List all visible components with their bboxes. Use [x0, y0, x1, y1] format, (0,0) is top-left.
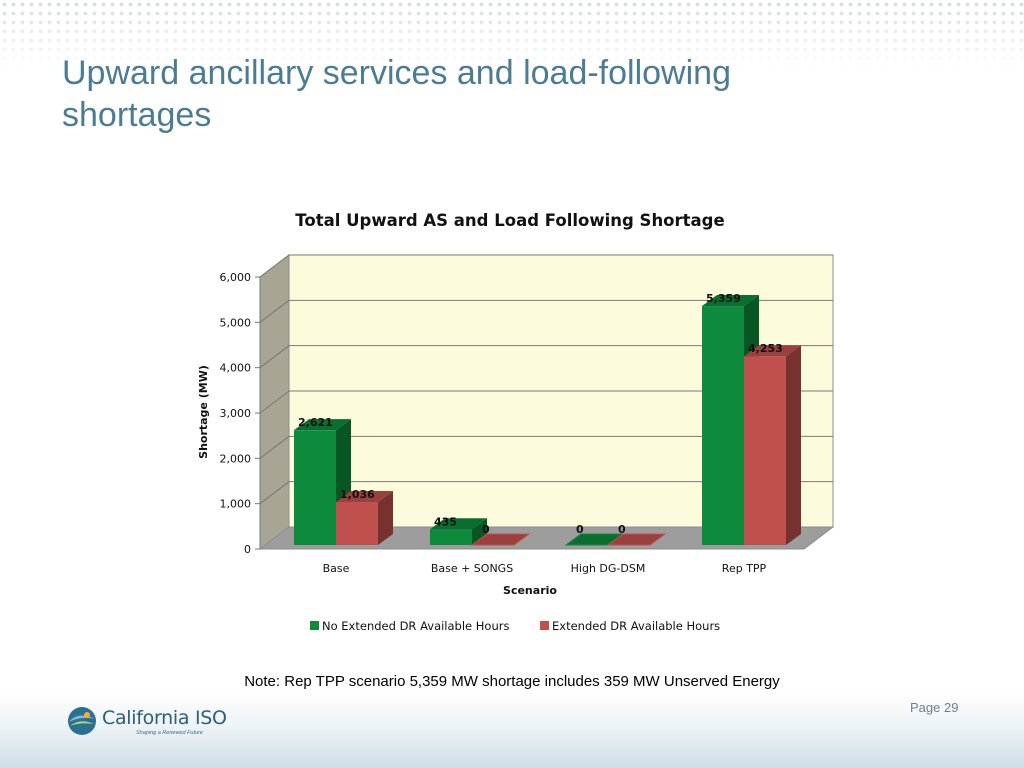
gridline-side: [259, 254, 290, 278]
bar-top: [294, 419, 351, 431]
legend-label: Extended DR Available Hours: [552, 619, 720, 633]
bar-top: [702, 295, 759, 307]
bar-front: [744, 356, 786, 545]
gridline-side: [259, 481, 290, 505]
y-tick-label: 3,000: [220, 407, 252, 420]
bar-top: [744, 345, 801, 357]
y-tick-label: 5,000: [220, 316, 252, 329]
california-iso-logo: California ISO Shaping a Renewed Future: [66, 703, 227, 743]
y-tick-label: 2,000: [220, 452, 252, 465]
gridline-side: [259, 345, 290, 369]
bar-top: [336, 491, 393, 503]
x-axis-label: Scenario: [503, 584, 557, 597]
bar-side: [472, 518, 487, 545]
logo-tagline: Shaping a Renewed Future: [136, 730, 203, 736]
y-tick-label: 4,000: [220, 362, 252, 375]
legend-swatch: [310, 621, 319, 630]
y-tick-label: 0: [244, 543, 251, 556]
data-label: 0: [576, 523, 584, 536]
bar-flat: [470, 533, 531, 546]
data-label: 5,359: [706, 292, 741, 305]
footer-band: [0, 690, 1024, 768]
data-label: 1,036: [340, 488, 375, 501]
bar-side: [378, 491, 393, 545]
chart-title: Total Upward AS and Load Following Short…: [295, 211, 724, 230]
floor: [258, 526, 835, 550]
bar-top: [430, 518, 487, 530]
x-category-label: Base + SONGS: [431, 562, 513, 575]
bar-front: [702, 306, 744, 545]
x-category-label: Rep TPP: [722, 562, 767, 575]
legend-label: No Extended DR Available Hours: [322, 619, 509, 633]
y-tick-label: 6,000: [220, 271, 252, 284]
x-category-label: High DG-DSM: [571, 562, 646, 575]
x-category-label: Base: [323, 562, 350, 575]
slide-title: Upward ancillary services and load-follo…: [62, 54, 731, 134]
bar-front: [294, 430, 336, 545]
y-tick-label: 1,000: [220, 498, 252, 511]
bar-front: [336, 502, 378, 545]
chart: Total Upward AS and Load Following Short…: [197, 211, 835, 633]
gridline-side: [259, 390, 290, 414]
data-label: 2,621: [298, 416, 333, 429]
logo-mark-icon: [68, 707, 96, 735]
bar-side: [786, 345, 801, 545]
data-label: 0: [482, 523, 490, 536]
header-dot-pattern: [0, 0, 1024, 70]
bar-flat: [606, 533, 667, 546]
gridline-side: [259, 435, 290, 459]
bar-front: [430, 529, 472, 545]
gridline-side: [259, 299, 290, 323]
logo-name: California ISO: [102, 707, 227, 729]
y-axis-label: Shortage (MW): [197, 365, 210, 459]
footnote: Note: Rep TPP scenario 5,359 MW shortage…: [244, 673, 780, 690]
page-number: Page 29: [910, 700, 959, 715]
legend-swatch: [540, 621, 549, 630]
data-label: 4,253: [748, 342, 783, 355]
data-label: 435: [434, 515, 457, 528]
data-label: 0: [618, 523, 626, 536]
